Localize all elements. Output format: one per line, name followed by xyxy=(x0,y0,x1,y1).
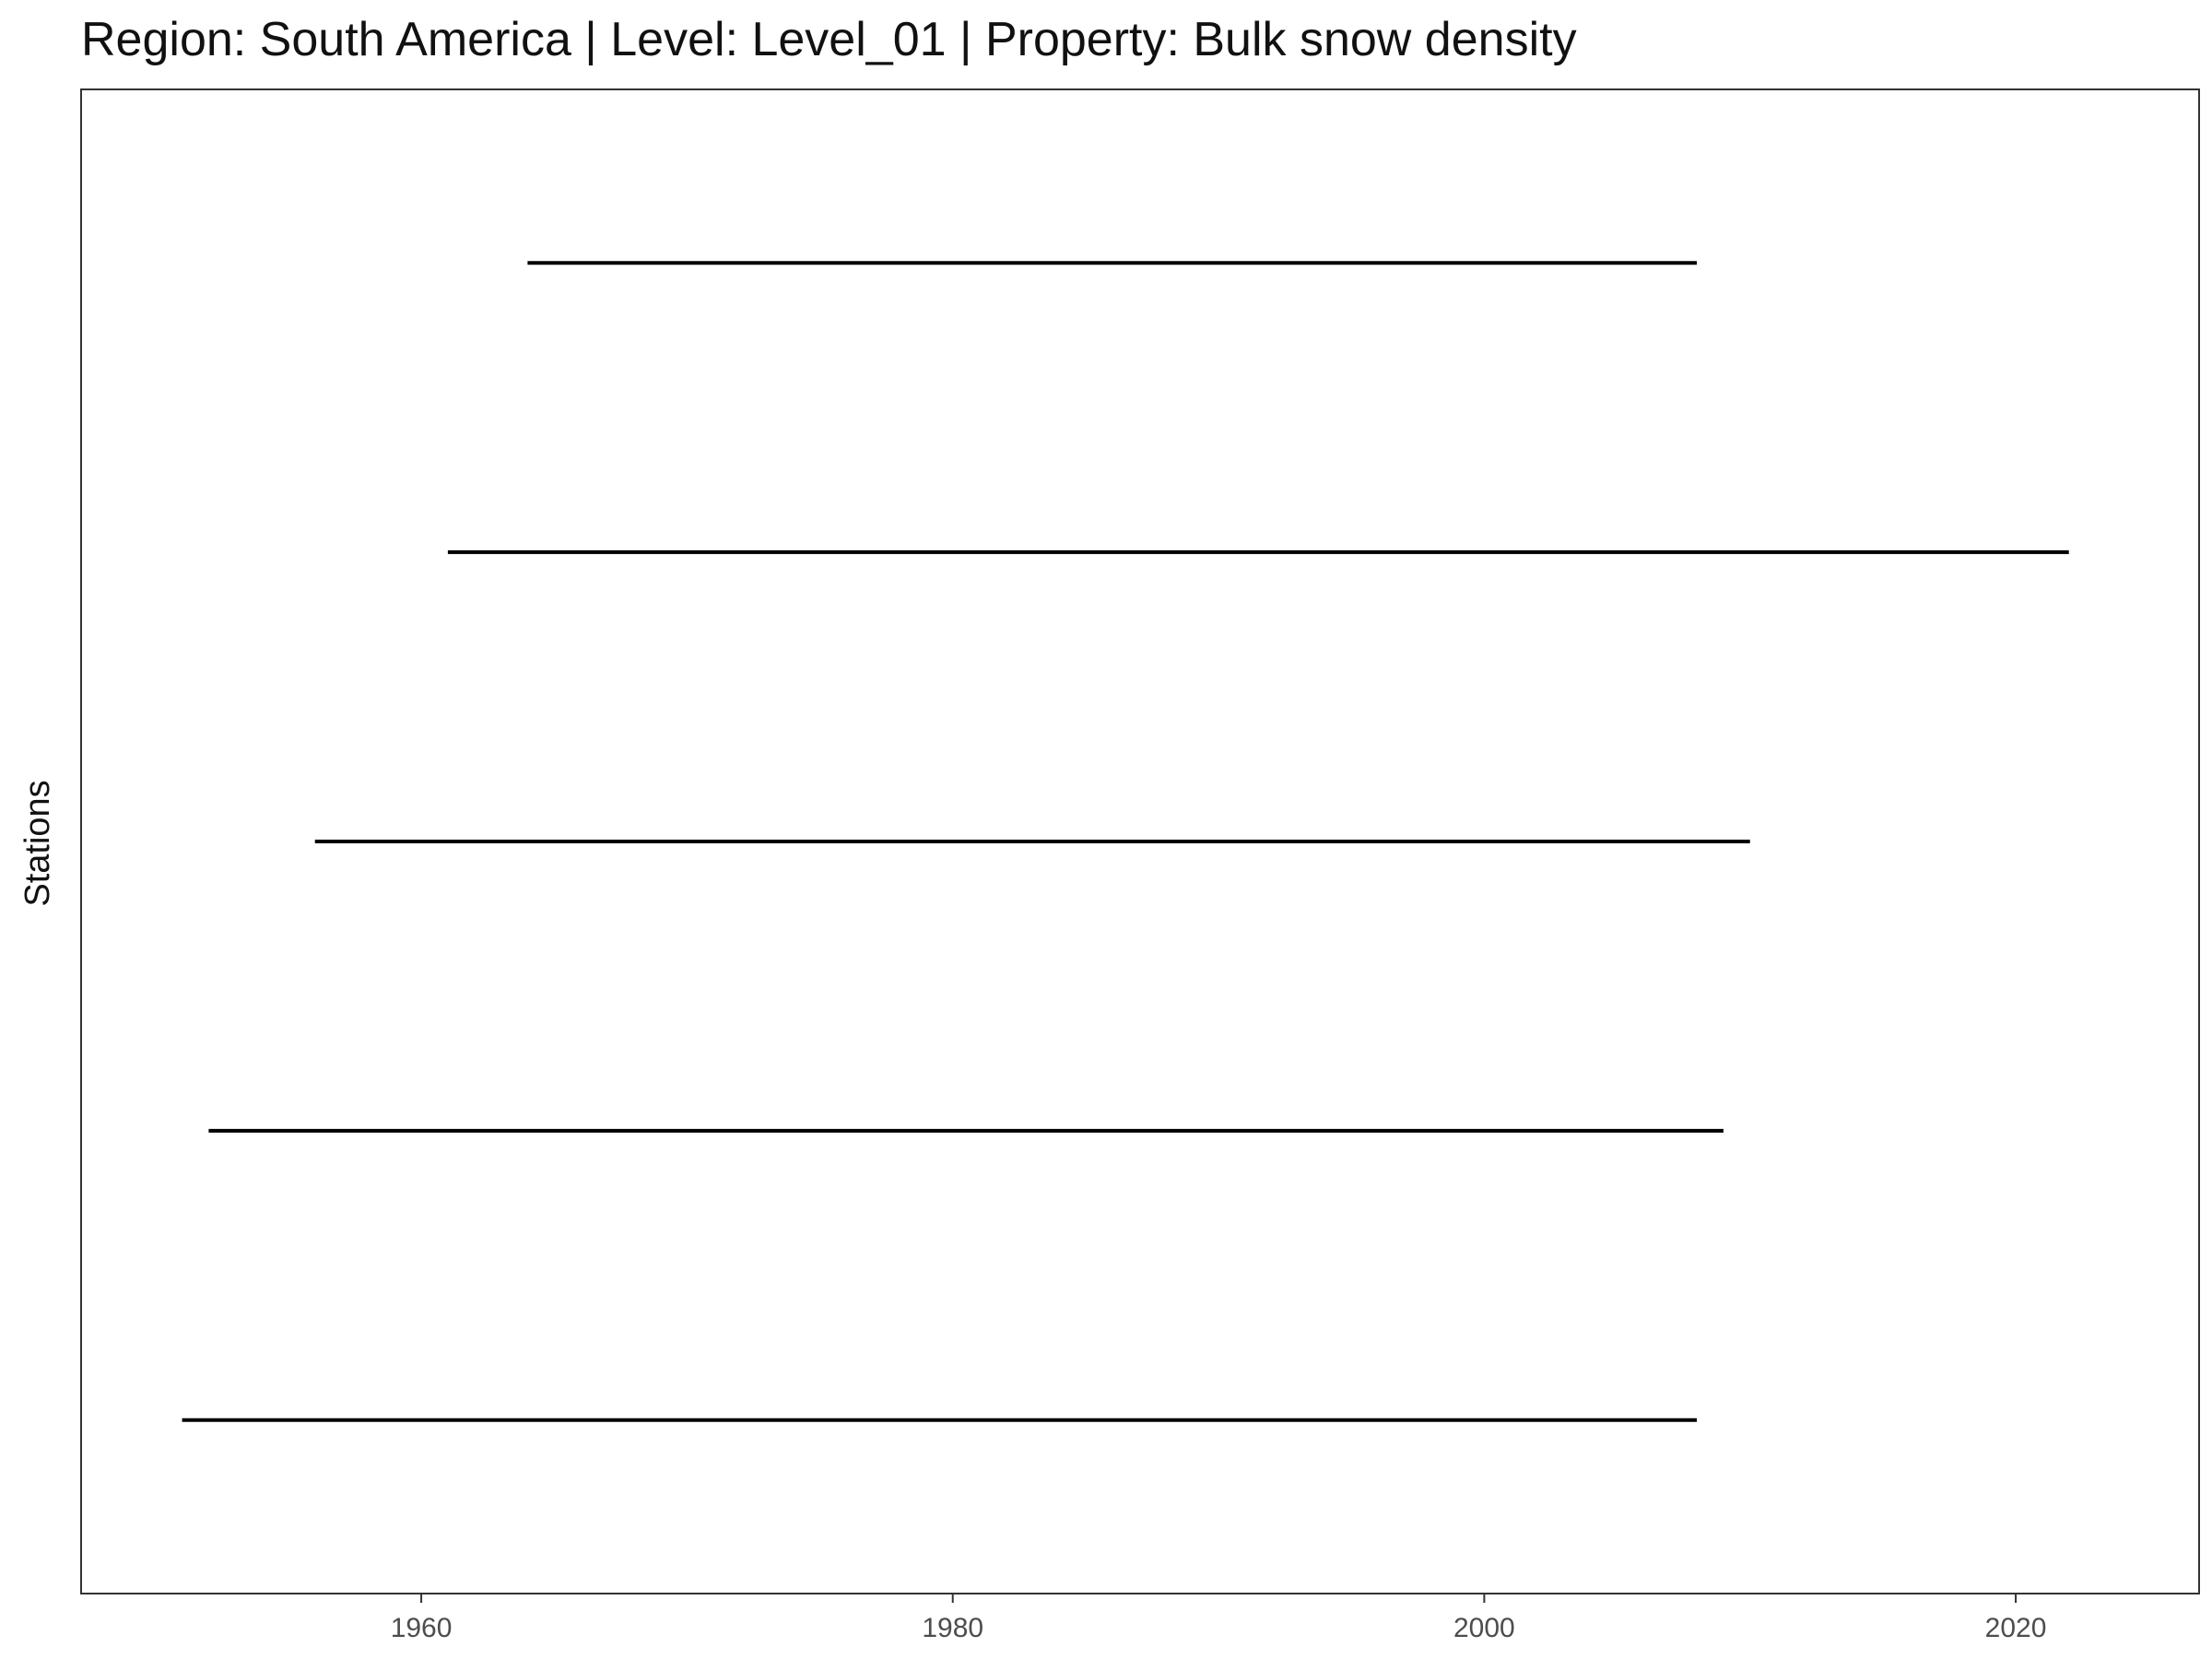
segments-layer xyxy=(182,261,2069,1422)
chart-title: Region: South America | Level: Level_01 … xyxy=(81,13,1577,66)
y-axis-title: Stations xyxy=(18,780,57,906)
x-tick-label-2020: 2020 xyxy=(1985,1613,2047,1643)
x-tick-label-1980: 1980 xyxy=(922,1613,983,1643)
x-axis: 1960 1980 2000 2020 xyxy=(391,1594,2047,1643)
x-tick-label-1960: 1960 xyxy=(391,1613,453,1643)
x-tick-label-2000: 2000 xyxy=(1453,1613,1515,1643)
